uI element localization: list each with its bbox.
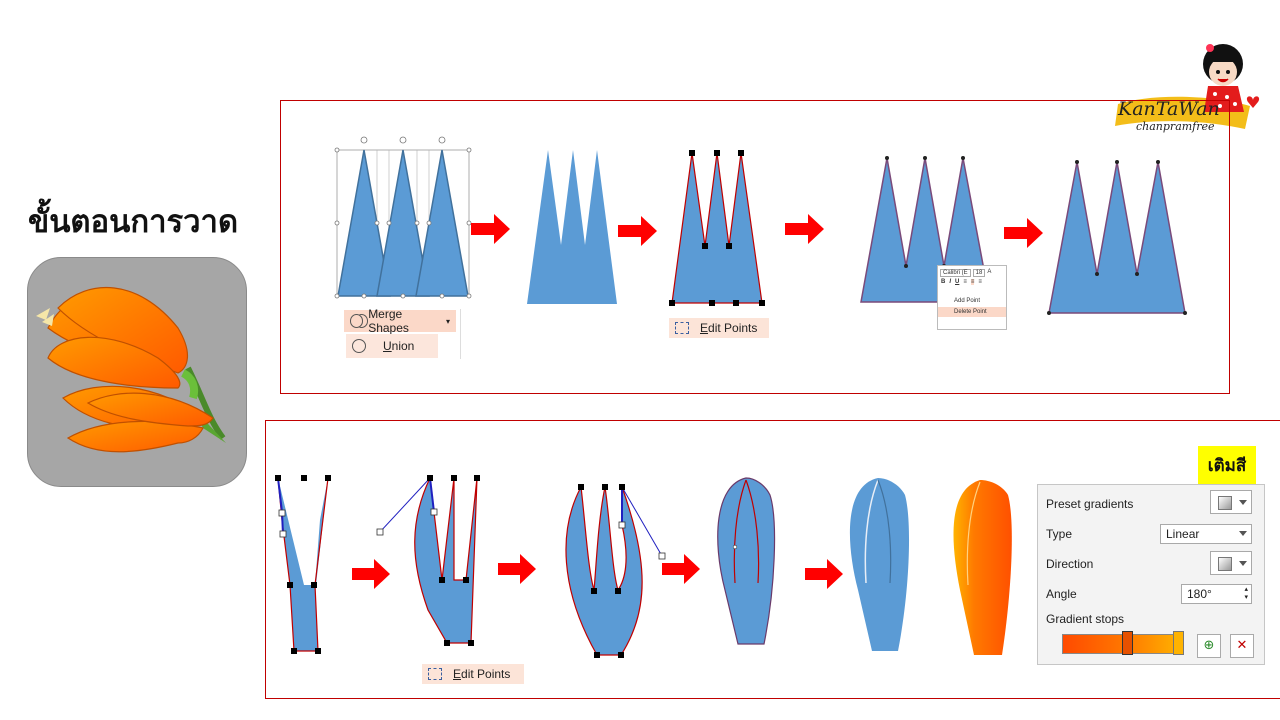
union-menu-item[interactable]: Union bbox=[346, 334, 438, 358]
angle-value: 180° bbox=[1187, 587, 1212, 601]
gradient-stop-handle-1[interactable] bbox=[1122, 631, 1133, 655]
remove-stop-icon[interactable]: ✕ bbox=[1230, 634, 1254, 658]
top-arrows bbox=[471, 214, 1043, 248]
merge-shapes-widget: Merge Shapes ▾ Union bbox=[344, 307, 461, 359]
spinner-icon[interactable]: ▴ ▾ bbox=[1244, 586, 1248, 601]
merge-shapes-label: Merge Shapes bbox=[368, 307, 409, 335]
preset-gradients-button[interactable] bbox=[1210, 490, 1252, 514]
logo-graphic bbox=[1115, 44, 1260, 129]
logo-text: KanTaWan bbox=[1118, 98, 1220, 120]
logo-subtext: chanpramfree bbox=[1136, 120, 1215, 133]
gradient-panel: Preset gradients Type Linear Direction A… bbox=[1037, 484, 1265, 665]
top-steps-panel bbox=[280, 100, 1230, 394]
chevron-down-icon: ▾ bbox=[445, 316, 450, 326]
arrow-5 bbox=[352, 559, 390, 589]
mini-toolbar-row2: B I U ≡ ≡ ≡ bbox=[938, 278, 1006, 286]
direction-label: Direction bbox=[1046, 557, 1094, 571]
angle-label: Angle bbox=[1046, 587, 1077, 601]
add-point-item[interactable]: Add Point bbox=[954, 298, 981, 304]
edit-points-button-top[interactable]: Edit Points bbox=[669, 318, 769, 338]
chevron-down-icon bbox=[1239, 561, 1247, 566]
context-menu: Calibri (E 18 A B I U ≡ ≡ ≡ Add Point De… bbox=[937, 265, 1007, 330]
delete-point-item[interactable]: Delete Point bbox=[938, 307, 1006, 317]
flower-illustration bbox=[27, 257, 247, 487]
edit-points-label-bottom: Edit Points bbox=[453, 667, 511, 681]
type-value: Linear bbox=[1166, 527, 1200, 541]
chevron-down-icon bbox=[1239, 500, 1247, 505]
align-icon[interactable]: ≡ bbox=[963, 279, 967, 285]
underline-icon[interactable]: U bbox=[955, 279, 960, 285]
direction-swatch-icon bbox=[1218, 557, 1232, 571]
flower-drawing bbox=[36, 286, 226, 453]
union-label: Union bbox=[383, 339, 415, 353]
bottom-arrows bbox=[352, 554, 843, 589]
arrow-3 bbox=[785, 214, 824, 244]
step2-union-shape bbox=[527, 150, 617, 304]
kantawan-logo: KanTaWan chanpramfree bbox=[1110, 34, 1260, 144]
arrow-7 bbox=[662, 554, 700, 584]
bottom-step5 bbox=[849, 478, 910, 651]
add-stop-icon[interactable]: ⊕ bbox=[1197, 634, 1221, 658]
arrow-8 bbox=[805, 559, 843, 589]
edit-points-label-top: Edit Points bbox=[700, 321, 758, 335]
arrow-2 bbox=[618, 216, 657, 246]
bottom-step4 bbox=[717, 477, 776, 645]
bold-icon[interactable]: B bbox=[941, 279, 946, 285]
type-label: Type bbox=[1046, 527, 1073, 541]
arrow-1 bbox=[471, 214, 510, 244]
bottom-steps-panel bbox=[265, 420, 1280, 699]
bottom-step2 bbox=[376, 475, 480, 646]
step5-shape bbox=[1047, 160, 1187, 315]
edit-points-icon bbox=[428, 668, 442, 680]
fill-color-label: เติมสี bbox=[1198, 446, 1256, 484]
bottom-step1 bbox=[275, 475, 331, 654]
step1-triangles bbox=[334, 136, 472, 299]
type-select[interactable]: Linear bbox=[1160, 524, 1252, 544]
page-title: ขั้นตอนการวาด bbox=[28, 204, 239, 240]
edit-points-button-bottom[interactable]: Edit Points bbox=[422, 664, 524, 684]
right-align-icon[interactable]: ≡ bbox=[978, 279, 982, 285]
italic-icon[interactable]: I bbox=[949, 279, 952, 285]
chevron-down-icon bbox=[1239, 531, 1247, 536]
arrow-6 bbox=[498, 554, 536, 584]
edit-points-icon bbox=[675, 322, 689, 334]
mini-toolbar-row1: Calibri (E 18 A bbox=[938, 266, 1006, 278]
bottom-step6-gradient bbox=[953, 480, 1012, 655]
gradient-stop-handle-2[interactable] bbox=[1173, 631, 1184, 655]
angle-input[interactable]: 180° ▴ ▾ bbox=[1181, 584, 1252, 604]
step3-edit-points bbox=[669, 150, 765, 306]
merge-shapes-icon bbox=[350, 314, 364, 328]
size-combo[interactable]: 18 bbox=[972, 269, 986, 277]
arrow-4 bbox=[1004, 218, 1043, 248]
union-icon bbox=[352, 339, 366, 353]
grow-font-icon[interactable]: A bbox=[987, 269, 992, 275]
bottom-step3 bbox=[565, 484, 666, 658]
direction-button[interactable] bbox=[1210, 551, 1252, 575]
gradient-swatch-icon bbox=[1218, 496, 1232, 510]
font-combo[interactable]: Calibri (E bbox=[940, 269, 971, 277]
center-icon[interactable]: ≡ bbox=[970, 279, 975, 285]
preset-gradients-label: Preset gradients bbox=[1046, 497, 1134, 511]
gradient-stops-label: Gradient stops bbox=[1046, 612, 1125, 626]
merge-shapes-button[interactable]: Merge Shapes ▾ bbox=[344, 307, 456, 335]
